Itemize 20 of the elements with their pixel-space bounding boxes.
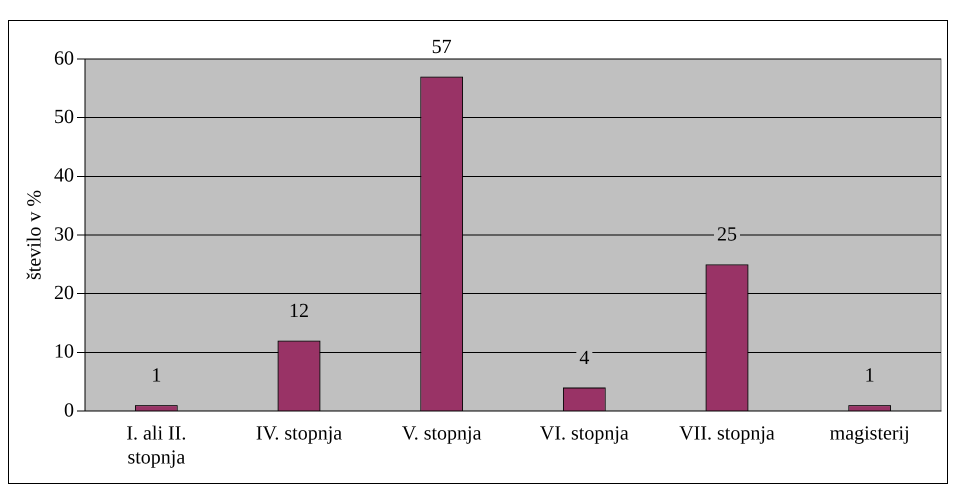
y-tick-label: 30 (54, 223, 74, 246)
y-tick-label: 60 (54, 47, 74, 70)
x-tick-label: I. ali II. stopnja (126, 422, 186, 468)
x-tick-label: VII. stopnja (679, 422, 775, 444)
data-label: 1 (864, 364, 875, 386)
y-axis-title: število v % (23, 190, 46, 280)
x-tick-label: IV. stopnja (256, 422, 342, 444)
x-tick-label: magisterij (830, 422, 910, 444)
data-label: 1 (151, 364, 162, 386)
y-tick-label: 0 (64, 399, 74, 422)
y-tick-label: 40 (54, 164, 74, 187)
y-tick-label: 50 (54, 106, 74, 128)
data-label: 57 (432, 36, 452, 58)
y-tick-label: 10 (54, 340, 74, 363)
x-tick-label: V. stopnja (402, 422, 482, 444)
data-label: 12 (289, 300, 309, 322)
data-label: 4 (579, 346, 590, 369)
y-tick-label: 20 (54, 282, 74, 304)
x-tick-label: VI. stopnja (540, 422, 629, 444)
data-label: 25 (717, 224, 737, 246)
